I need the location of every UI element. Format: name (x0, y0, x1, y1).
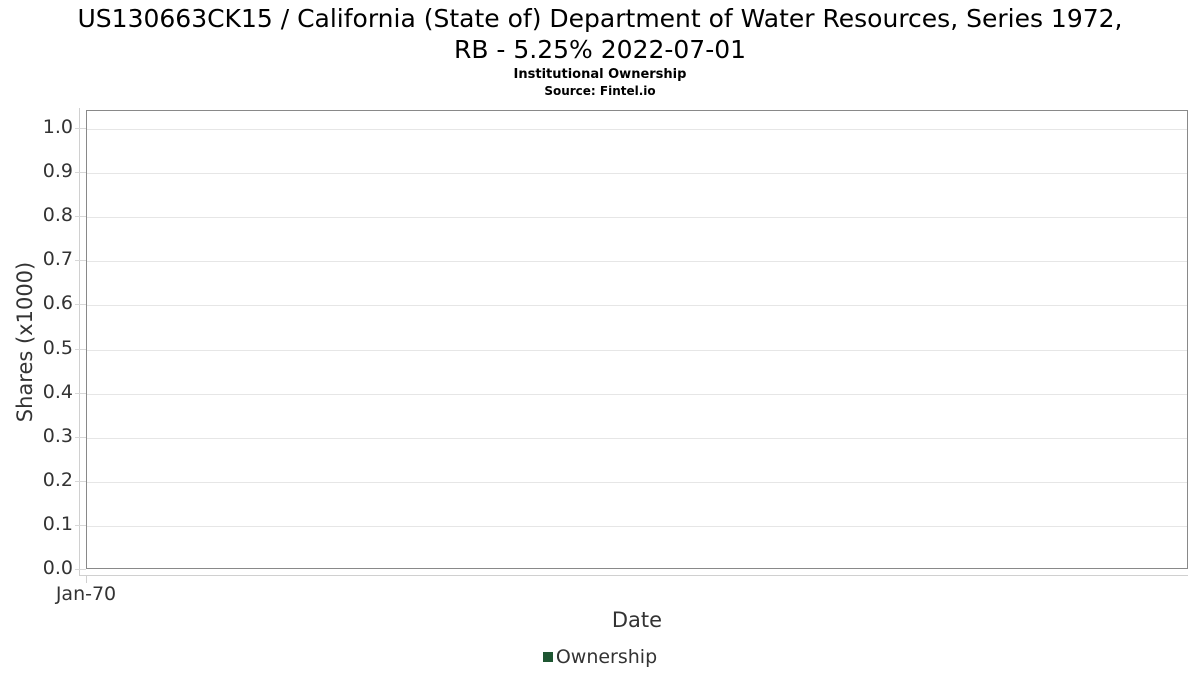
y-tick-mark (75, 216, 86, 218)
y-tick-label: 0.1 (42, 512, 73, 535)
y-gridline (87, 261, 1187, 263)
y-tick-mark (75, 348, 86, 350)
y-gridline (87, 437, 1187, 439)
y-gridline (87, 349, 1187, 351)
y-tick-mark (75, 392, 86, 394)
x-axis-title: Date (611, 608, 663, 632)
y-tick-mark (75, 304, 86, 306)
x-tick-label: Jan-70 (55, 583, 117, 605)
y-tick-mark (75, 436, 86, 438)
plot-area (86, 110, 1188, 569)
chart-subtitle: Institutional Ownership (513, 67, 687, 82)
y-gridline (87, 173, 1187, 175)
y-tick-label: 0.3 (42, 424, 73, 447)
y-gridline (87, 305, 1187, 307)
y-tick-mark (75, 524, 86, 526)
y-tick-mark (75, 260, 86, 262)
y-tick-label: 0.0 (42, 557, 73, 579)
y-tick-label: 0.8 (42, 204, 73, 227)
x-tick-mark (86, 575, 87, 583)
x-axis-line (79, 575, 1188, 576)
legend[interactable]: Ownership (0, 646, 1200, 668)
y-tick-label: 0.5 (42, 336, 73, 359)
chart-title: US130663CK15 / California (State of) Dep… (0, 3, 1200, 65)
y-tick-mark (75, 128, 86, 129)
legend-label-ownership: Ownership (555, 646, 658, 668)
y-tick-label: 0.9 (42, 160, 73, 183)
y-gridline (87, 129, 1187, 130)
y-tick-label: 0.2 (42, 468, 73, 491)
y-tick-label: 0.7 (42, 248, 73, 271)
y-gridline (87, 217, 1187, 219)
y-gridline (87, 481, 1187, 483)
y-tick-label: 1.0 (42, 116, 73, 138)
y-tick-mark (75, 172, 86, 174)
chart-title-line1: US130663CK15 / California (State of) Dep… (77, 4, 1123, 33)
y-gridline (87, 393, 1187, 395)
y-tick-mark (75, 480, 86, 482)
y-gridline (87, 525, 1187, 527)
y-tick-label: 0.4 (42, 380, 73, 403)
legend-marker-ownership (542, 652, 553, 662)
chart-source-label: Source: Fintel.io (544, 84, 656, 98)
y-axis-line (79, 108, 80, 575)
y-tick-label: 0.6 (42, 292, 73, 315)
chart-title-line2: RB - 5.25% 2022-07-01 (453, 35, 747, 64)
y-tick-mark (75, 569, 86, 570)
